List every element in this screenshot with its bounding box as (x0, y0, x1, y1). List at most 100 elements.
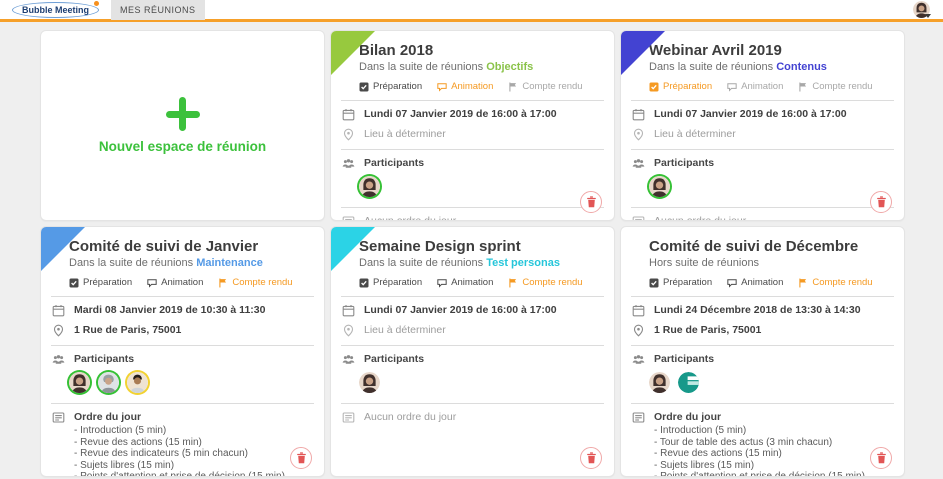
user-avatar[interactable] (913, 1, 930, 18)
calendar-icon (52, 304, 65, 317)
agenda-row: Aucun ordre du jour (621, 208, 904, 221)
delete-meeting-button[interactable] (870, 191, 892, 213)
phase-steps: Préparation Animation Compte rendu (359, 277, 600, 288)
step-preparation[interactable]: Préparation (359, 277, 422, 288)
app-logo-text: Bubble Meeting (22, 4, 89, 15)
location-pin-icon (52, 324, 65, 337)
meeting-date: Lundi 07 Janvier 2019 de 16:00 à 17:00 (364, 304, 557, 316)
tan-man-avatar (127, 372, 148, 393)
step-preparation[interactable]: Préparation (359, 81, 422, 92)
agenda-empty-text: Aucun ordre du jour (654, 215, 747, 221)
new-meeting-space-card[interactable]: Nouvel espace de réunion (40, 30, 325, 221)
series-ribbon (621, 31, 665, 75)
series-name: Maintenance (196, 257, 263, 269)
step-preparation[interactable]: Préparation (649, 277, 712, 288)
participants-label: Participants (364, 353, 425, 365)
meeting-date: Lundi 07 Janvier 2019 de 16:00 à 17:00 (364, 108, 557, 120)
participants-avatars (331, 366, 614, 395)
meeting-title: Bilan 2018 (359, 42, 434, 59)
meeting-title: Semaine Design sprint (359, 238, 521, 255)
meeting-card-semaine-design-sprint[interactable]: Semaine Design sprint Dans la suite de r… (330, 226, 615, 477)
step-animation[interactable]: Animation (437, 277, 493, 288)
meeting-card-comite-janvier[interactable]: Comité de suivi de Janvier Dans la suite… (40, 226, 325, 477)
step-animation[interactable]: Animation (727, 81, 783, 92)
step-compte-rendu[interactable]: Compte rendu (798, 277, 873, 288)
meeting-location: Lieu à déterminer (364, 128, 446, 140)
phase-steps: Préparation Animation Compte rendu (69, 277, 310, 288)
agenda-item: - Introduction (5 min) (654, 425, 747, 436)
step-compte-rendu[interactable]: Compte rendu (798, 81, 873, 92)
location-pin-icon (632, 324, 645, 337)
agenda-empty-text: Aucun ordre du jour (364, 215, 457, 221)
step-animation[interactable]: Animation (727, 277, 783, 288)
location-row: Lieu à déterminer (331, 121, 614, 141)
series-ribbon (41, 227, 85, 271)
meeting-series: Hors suite de réunions (649, 257, 760, 269)
step-compte-rendu[interactable]: Compte rendu (218, 277, 293, 288)
woman-avatar (69, 372, 90, 393)
step-preparation[interactable]: Préparation (649, 81, 712, 92)
participants-row: Participants (331, 150, 614, 170)
delete-meeting-button[interactable] (290, 447, 312, 469)
meeting-location: 1 Rue de Paris, 75001 (654, 324, 762, 336)
meeting-location: Lieu à déterminer (364, 324, 446, 336)
participants-icon (52, 353, 65, 366)
meeting-title: Comité de suivi de Janvier (69, 238, 259, 255)
teal-abstract-avatar (678, 372, 699, 393)
calendar-icon (632, 108, 645, 121)
location-row: Lieu à déterminer (331, 317, 614, 337)
agenda-title: Ordre du jour (74, 411, 142, 423)
phase-steps: Préparation Animation Compte rendu (649, 277, 890, 288)
user-menu[interactable] (913, 1, 931, 18)
gray-man-avatar (98, 372, 119, 393)
series-ribbon (331, 31, 375, 75)
meeting-series: Dans la suite de réunions Objectifs (359, 61, 534, 73)
location-row: 1 Rue de Paris, 75001 (621, 317, 904, 337)
meeting-card-webinar-avril-2019[interactable]: Webinar Avril 2019 Dans la suite de réun… (620, 30, 905, 221)
meeting-card-bilan-2018[interactable]: Bilan 2018 Dans la suite de réunions Obj… (330, 30, 615, 221)
woman-avatar (359, 372, 380, 393)
agenda-item: - Points d'attention et prise de décisio… (654, 471, 865, 477)
meeting-series: Dans la suite de réunions Test personas (359, 257, 560, 269)
delete-meeting-button[interactable] (580, 191, 602, 213)
delete-meeting-button[interactable] (580, 447, 602, 469)
meeting-series: Dans la suite de réunions Maintenance (69, 257, 263, 269)
participants-icon (342, 353, 355, 366)
participants-avatars (621, 366, 904, 395)
step-compte-rendu[interactable]: Compte rendu (508, 81, 583, 92)
agenda-icon (342, 215, 355, 220)
phase-steps: Préparation Animation Compte rendu (649, 81, 890, 92)
agenda-row: Ordre du jour - Introduction (5 min) - T… (621, 404, 904, 477)
participants-label: Participants (74, 353, 135, 365)
participants-label: Participants (364, 157, 425, 169)
app-logo[interactable]: Bubble Meeting (12, 0, 99, 18)
agenda-icon (52, 411, 65, 424)
tab-mes-reunions[interactable]: MES RÉUNIONS (111, 0, 205, 20)
meeting-location: Lieu à déterminer (654, 128, 736, 140)
location-pin-icon (342, 128, 355, 141)
meeting-title: Comité de suivi de Décembre (649, 238, 859, 255)
agenda-icon (342, 411, 355, 424)
step-animation[interactable]: Animation (437, 81, 493, 92)
agenda-item: - Points d'attention et prise de décisio… (74, 471, 285, 477)
date-row: Mardi 08 Janvier 2019 de 10:30 à 11:30 (41, 297, 324, 317)
meeting-date: Lundi 07 Janvier 2019 de 16:00 à 17:00 (654, 108, 847, 120)
woman-avatar (359, 176, 380, 197)
meeting-title: Webinar Avril 2019 (649, 42, 782, 59)
meeting-date: Lundi 24 Décembre 2018 de 13:30 à 14:30 (654, 304, 861, 316)
agenda-row: Aucun ordre du jour (331, 208, 614, 221)
meeting-card-comite-decembre[interactable]: Comité de suivi de Décembre Hors suite d… (620, 226, 905, 477)
series-name: Objectifs (486, 61, 534, 73)
agenda-item: - Sujets libres (15 min) (74, 459, 175, 471)
step-compte-rendu[interactable]: Compte rendu (508, 277, 583, 288)
agenda-item: - Tour de table des actus (3 min chacun) (654, 436, 833, 448)
participants-label: Participants (654, 353, 715, 365)
step-animation[interactable]: Animation (147, 277, 203, 288)
step-preparation[interactable]: Préparation (69, 277, 132, 288)
participants-row: Participants (621, 346, 904, 366)
location-pin-icon (632, 128, 645, 141)
logo-dot-icon (94, 0, 99, 6)
agenda-row: Aucun ordre du jour (331, 404, 614, 424)
delete-meeting-button[interactable] (870, 447, 892, 469)
participants-icon (632, 353, 645, 366)
